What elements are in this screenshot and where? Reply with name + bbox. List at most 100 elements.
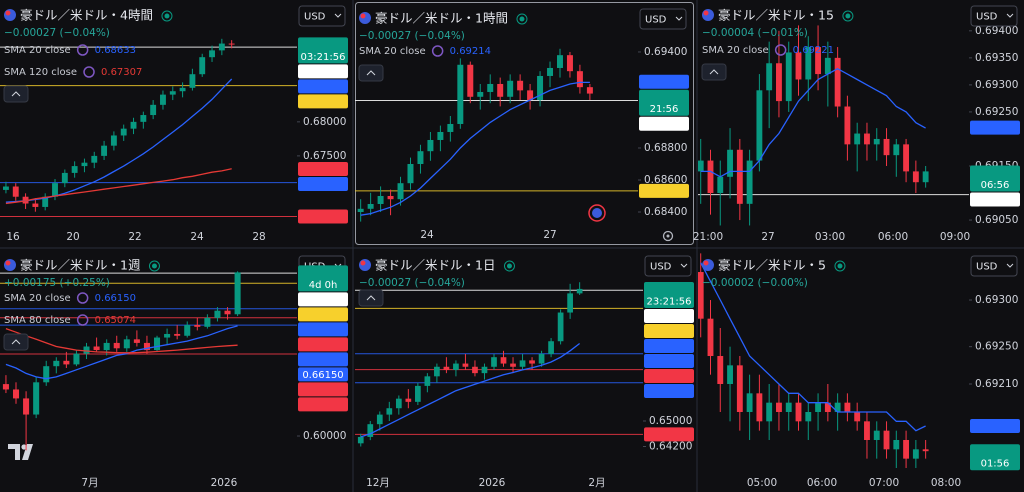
currency-button[interactable]: USD — [970, 255, 1018, 277]
collapse-box[interactable] — [3, 333, 29, 351]
currency-chevron[interactable] — [675, 16, 683, 21]
currency-label[interactable]: USD — [650, 262, 672, 273]
candle-body — [717, 356, 724, 385]
y-tick-label: 0.69210 — [975, 378, 1018, 390]
legend-name[interactable]: SMA 80 close — [4, 315, 71, 326]
candle-body — [53, 360, 60, 367]
candle-body — [707, 318, 714, 357]
price-tag — [298, 177, 348, 192]
tradingview-logo — [8, 444, 33, 460]
currency-chevron[interactable] — [680, 263, 688, 268]
candle-body — [883, 430, 890, 450]
candle-body — [424, 376, 431, 386]
collapse-box[interactable] — [3, 85, 29, 103]
collapse-legend-button[interactable] — [701, 63, 727, 81]
legend-value: 0.66150 — [95, 293, 136, 304]
x-tick-label: 28 — [252, 231, 265, 243]
x-tick-label: 7月 — [81, 477, 98, 489]
legend-settings-icon[interactable] — [76, 44, 89, 56]
legend-settings-icon[interactable] — [774, 44, 787, 56]
candle-body — [33, 382, 40, 415]
currency-button-box[interactable] — [644, 255, 692, 277]
candle-body — [397, 183, 404, 200]
legend-settings-icon[interactable] — [83, 66, 95, 78]
collapse-legend-button[interactable] — [358, 64, 384, 82]
legend-name[interactable]: SMA 120 close — [4, 67, 77, 78]
currency-button-box[interactable] — [970, 255, 1018, 277]
collapse-chevron[interactable] — [11, 91, 21, 97]
active-panel-border — [355, 2, 694, 245]
price-change: −0.00004 (−0.01%) — [702, 27, 808, 39]
candle-body — [500, 357, 507, 364]
candle-body — [557, 312, 564, 342]
candle-body — [766, 402, 773, 422]
y-tick-label: 0.64200 — [649, 441, 692, 453]
x-tick-label: 2026 — [479, 477, 506, 489]
price-tag — [970, 418, 1020, 433]
currency-button[interactable]: USD — [970, 5, 1018, 27]
candle-body — [199, 57, 206, 75]
legend-settings-icon[interactable] — [76, 314, 89, 326]
candle-body — [491, 357, 497, 367]
currency-label[interactable]: USD — [976, 12, 998, 23]
candle-body — [785, 52, 792, 102]
collapse-chevron[interactable] — [366, 295, 376, 301]
currency-button-box[interactable] — [639, 8, 687, 30]
currency-button[interactable]: USD — [639, 8, 687, 30]
y-tick-label: 0.68400 — [644, 206, 687, 218]
candle-body — [487, 83, 494, 92]
legend-name[interactable]: SMA 20 close — [4, 293, 71, 304]
price-tag — [298, 64, 348, 79]
flag-icon[interactable] — [588, 204, 606, 222]
collapse-box[interactable] — [358, 289, 384, 307]
candle-body — [586, 87, 593, 94]
currency-label[interactable]: USD — [976, 262, 998, 273]
currency-label[interactable]: USD — [304, 12, 326, 23]
candle-body — [467, 64, 474, 97]
currency-button[interactable]: USD — [298, 5, 346, 27]
collapse-box[interactable] — [701, 63, 727, 81]
legend-name[interactable]: SMA 20 close — [359, 46, 426, 57]
collapse-box[interactable] — [358, 64, 384, 82]
currency-chevron[interactable] — [334, 13, 342, 18]
price-tag — [644, 281, 694, 308]
plot-area — [355, 48, 638, 222]
collapse-chevron[interactable] — [709, 69, 719, 75]
x-tick-label: 06:00 — [878, 231, 908, 243]
candle-body — [834, 57, 841, 107]
settings-button[interactable] — [662, 230, 674, 242]
currency-button[interactable]: USD — [644, 255, 692, 277]
legend-name[interactable]: SMA 20 close — [4, 45, 71, 56]
collapse-legend-button[interactable] — [3, 333, 29, 351]
price-tag — [639, 89, 689, 116]
candle-body — [63, 360, 70, 365]
candle-body — [805, 47, 812, 80]
chart-panel: 0.65000 0.64200 12月 2026 2月 豪ドル／米ドル・1日 −0.0002… — [355, 255, 694, 489]
candle-body — [2, 186, 9, 190]
plot-area — [0, 38, 297, 218]
currency-chevron[interactable] — [1006, 13, 1014, 18]
legend-settings-icon[interactable] — [76, 292, 89, 304]
price-tag — [298, 337, 348, 352]
legend-settings-icon[interactable] — [431, 45, 444, 57]
currency-label[interactable]: USD — [645, 15, 667, 26]
legend-name[interactable]: SMA 20 close — [702, 45, 769, 56]
candle-body — [912, 449, 919, 459]
currency-chevron[interactable] — [1006, 263, 1014, 268]
symbol-title: 豪ドル／米ドル・4時間 — [20, 8, 153, 23]
currency-button-box[interactable] — [298, 5, 346, 27]
candle-body — [113, 342, 120, 349]
candle-body — [130, 121, 137, 129]
collapse-legend-button[interactable] — [358, 289, 384, 307]
collapse-chevron[interactable] — [366, 70, 376, 76]
currency-button-box[interactable] — [970, 5, 1018, 27]
symbol-title: 豪ドル／米ドル・5 — [718, 258, 826, 273]
candle-body — [101, 145, 108, 156]
collapse-chevron[interactable] — [11, 339, 21, 345]
collapse-legend-button[interactable] — [3, 85, 29, 103]
candle-body — [357, 436, 364, 444]
candle-body — [234, 272, 241, 315]
symbol-flag — [702, 259, 714, 271]
market-status — [148, 260, 160, 272]
